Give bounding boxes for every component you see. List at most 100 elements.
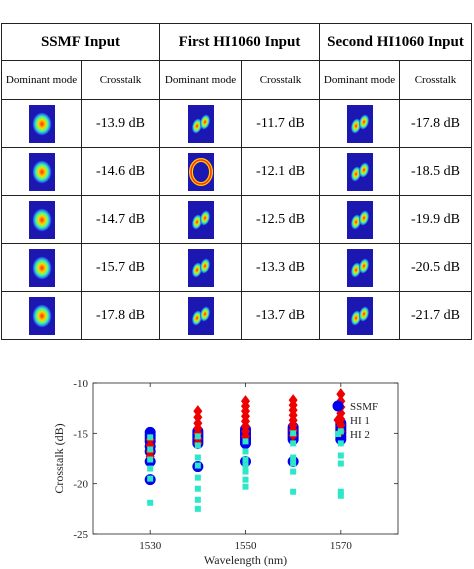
fundamental-mode-icon [28,248,55,287]
x-tick-label: 1530 [139,540,162,552]
x-tick-label: 1550 [235,540,258,552]
group-header-row: SSMF Input First HI1060 Input Second HI1… [1,23,472,61]
dominant-mode-cell [319,99,400,148]
data-point-hi-2 [147,465,154,472]
data-point-hi-1 [193,405,203,418]
dominant-mode-header: Dominant mode [159,60,242,100]
data-point-hi-2 [337,460,344,467]
dominant-mode-header: Dominant mode [319,60,400,100]
crosstalk-value: -13.9 dB [81,99,160,148]
data-point-hi-2 [147,446,154,453]
data-point-hi-2 [194,442,201,449]
data-point-hi-2 [194,474,201,481]
data-point-hi-2 [242,483,249,490]
crosstalk-value: -14.6 dB [81,147,160,196]
dominant-mode-cell [1,243,82,292]
sub-header-row: Dominant mode Crosstalk Dominant mode Cr… [1,60,472,100]
two-lobe-mode-icon [187,200,214,239]
data-point-hi-2 [337,488,344,495]
dominant-mode-cell [1,195,82,244]
crosstalk-value: -17.8 dB [81,291,160,340]
legend-marker [335,431,341,437]
table-row: -17.8 dB -13.7 dB -21.7 dB [1,291,472,340]
y-tick-label: -15 [73,428,88,440]
dominant-mode-cell [319,147,400,196]
two-lobe-mode-icon [346,104,373,143]
data-point-hi-2 [194,433,201,440]
crosstalk-value: -18.5 dB [399,147,472,196]
two-lobe-mode-icon [346,296,373,335]
two-lobe-mode-icon [187,104,214,143]
crosstalk-value: -12.5 dB [241,195,320,244]
crosstalk-value: -21.7 dB [399,291,472,340]
fundamental-mode-icon [28,296,55,335]
dominant-mode-cell [319,243,400,292]
crosstalk-value: -20.5 dB [399,243,472,292]
dominant-mode-cell [1,147,82,196]
data-point-hi-2 [242,468,249,475]
table-row: -15.7 dB -13.3 dB -20.5 dB [1,243,472,292]
ring-mode-icon [187,152,214,191]
crosstalk-value: -13.3 dB [241,243,320,292]
data-point-hi-2 [242,456,249,463]
data-point-hi-2 [242,448,249,455]
fundamental-mode-icon [28,104,55,143]
table-row: -13.9 dB -11.7 dB -17.8 dB [1,99,472,148]
x-tick-label: 1570 [330,540,353,552]
data-point-hi-1 [336,388,346,401]
data-point-hi-2 [337,440,344,447]
data-point-hi-2 [147,475,154,482]
data-point-hi-2 [147,499,154,506]
first-hi1060-input-header: First HI1060 Input [159,23,320,61]
dominant-mode-cell [159,243,242,292]
crosstalk-value: -17.8 dB [399,99,472,148]
dominant-mode-cell [319,291,400,340]
data-point-hi-2 [194,454,201,461]
two-lobe-mode-icon [187,248,214,287]
data-point-hi-2 [290,440,297,447]
y-tick-label: -10 [73,378,88,390]
data-point-hi-2 [290,454,297,461]
crosstalk-value: -12.1 dB [241,147,320,196]
crosstalk-vs-wavelength-chart: 1530 1550 1570 -10 -15 -20 -25 Wavelength (nm) C… [52,378,399,567]
dominant-mode-cell [319,195,400,244]
crosstalk-value: -15.7 dB [81,243,160,292]
data-point-hi-2 [194,462,201,469]
data-point-hi-2 [242,462,249,469]
dominant-mode-cell [159,99,242,148]
table-row: -14.7 dB -12.5 dB -19.9 dB [1,195,472,244]
two-lobe-mode-icon [346,248,373,287]
dominant-mode-cell [1,99,82,148]
fundamental-mode-icon [28,200,55,239]
data-point-hi-2 [290,468,297,475]
crosstalk-header: Crosstalk [241,60,320,100]
y-axis-label: Crosstalk (dB) [52,423,66,493]
data-point-hi-2 [242,476,249,483]
second-hi1060-input-header: Second HI1060 Input [319,23,472,61]
crosstalk-value: -19.9 dB [399,195,472,244]
x-axis-label: Wavelength (nm) [204,553,287,567]
crosstalk-header: Crosstalk [81,60,160,100]
legend-label: SSMF [350,401,378,413]
two-lobe-mode-icon [346,152,373,191]
dominant-mode-cell [159,195,242,244]
crosstalk-header: Crosstalk [399,60,472,100]
ssmf-input-header: SSMF Input [1,23,160,61]
legend-marker [333,414,343,426]
data-point-hi-2 [337,452,344,459]
y-tick-label: -20 [73,479,88,491]
two-lobe-mode-icon [346,200,373,239]
data-point-hi-2 [194,496,201,503]
dominant-mode-cell [159,147,242,196]
crosstalk-value: -13.7 dB [241,291,320,340]
dominant-mode-cell [159,291,242,340]
data-point-hi-2 [194,485,201,492]
fundamental-mode-icon [28,152,55,191]
legend-label: HI 2 [350,429,370,441]
data-point-hi-1 [193,411,203,424]
data-point-hi-2 [290,460,297,467]
table-row: -14.6 dB -12.1 dB -18.5 dB [1,147,472,196]
y-tick-label: -25 [73,529,88,541]
data-point-hi-2 [147,456,154,463]
legend-label: HI 1 [350,415,370,427]
